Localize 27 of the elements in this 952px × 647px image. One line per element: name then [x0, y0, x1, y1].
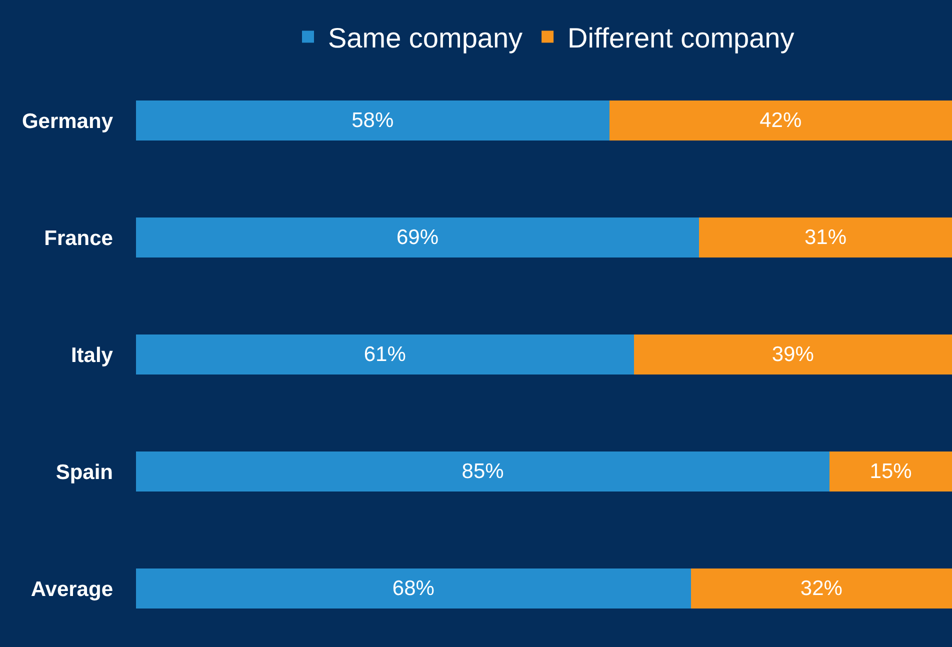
- data-label: 39%: [772, 343, 814, 366]
- data-label: 69%: [396, 226, 439, 249]
- y-tick-label: Italy: [70, 344, 114, 367]
- data-label: 15%: [870, 460, 912, 483]
- y-tick-label: Spain: [56, 460, 113, 484]
- bar: [136, 334, 634, 374]
- bar: [634, 334, 952, 374]
- bar: [136, 218, 700, 258]
- y-tick-label: Average: [30, 578, 113, 601]
- y-tick-label: France: [44, 226, 113, 250]
- bar: [609, 100, 952, 140]
- data-label: 58%: [352, 109, 394, 132]
- data-label: 31%: [804, 226, 847, 249]
- bar: [699, 218, 952, 258]
- data-label: 85%: [462, 460, 504, 483]
- bar: [136, 100, 610, 140]
- data-label: 68%: [392, 577, 434, 600]
- legend-label: Different company: [568, 22, 794, 54]
- data-label: 61%: [364, 343, 406, 366]
- data-label: 42%: [760, 109, 802, 132]
- bar: [136, 568, 691, 608]
- y-tick-label: Germany: [22, 110, 114, 133]
- data-label: 32%: [800, 577, 842, 600]
- bar: [136, 452, 830, 492]
- bar: [690, 568, 952, 608]
- bar: [830, 452, 952, 492]
- legend-label: Same company: [328, 22, 523, 54]
